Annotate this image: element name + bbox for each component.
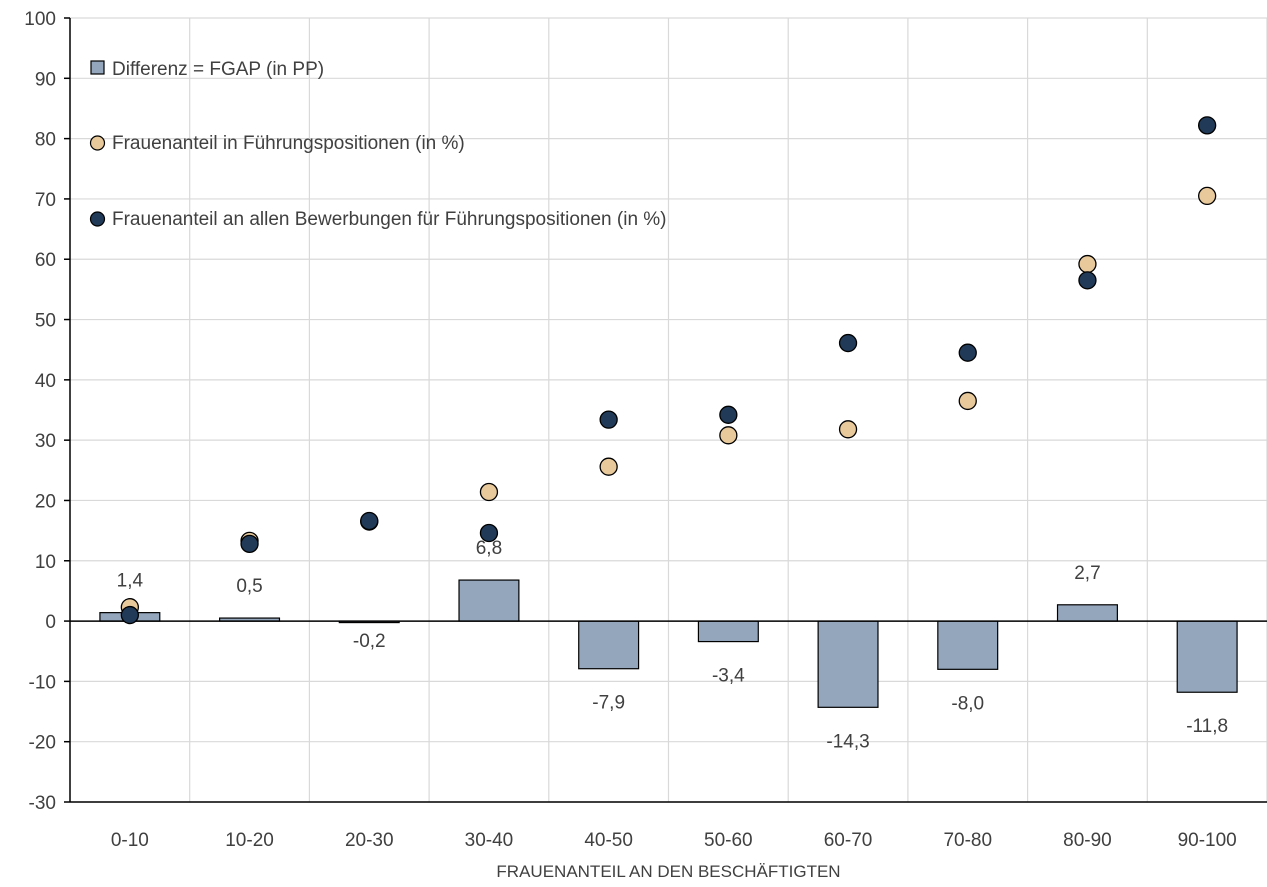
point-fuehrung [719, 426, 738, 445]
y-tick-label: 30 [35, 431, 56, 452]
x-tick-label: 20-30 [345, 830, 394, 851]
y-tick-label: 20 [35, 491, 56, 512]
legend-swatch-point [89, 135, 106, 151]
x-tick-label: 10-20 [225, 830, 274, 851]
bar-value-label: 2,7 [1074, 563, 1100, 584]
y-tick-label: 10 [35, 552, 56, 573]
bar-value-labels: 1,4 0,5 -0,2 6,8 -7,9 -3,4 -14,3 -8,0 2,7 -11,8 [117, 538, 1228, 752]
point-bewerbung [479, 523, 499, 543]
x-tick-label: 40-50 [584, 830, 633, 851]
point-bewerbung [958, 343, 977, 362]
x-tick-label: 60-70 [824, 830, 873, 851]
point-fuehrung [958, 391, 977, 411]
point-bewerbung [719, 405, 738, 424]
point-fuehrung [1198, 186, 1217, 206]
y-tick-label: 50 [35, 311, 56, 332]
bar-value-label: -11,8 [1186, 716, 1228, 737]
point-bewerbung [1078, 271, 1097, 290]
point-fuehrung [599, 457, 618, 476]
scatter-series [120, 116, 1217, 625]
legend: Differenz = FGAP (in PP) Frauenanteil in … [89, 59, 667, 230]
gridlines [70, 17, 1267, 803]
legend-label: Frauenanteil in Führungspositionen (in %… [112, 133, 465, 154]
y-axis: -30 -20 -10 0 10 20 30 40 50 60 70 80 90 100 [24, 9, 71, 814]
bar-value-label: 6,8 [476, 538, 502, 559]
legend-label: Differenz = FGAP (in PP) [112, 59, 324, 80]
y-tick-label: 40 [35, 371, 56, 392]
x-tick-label: 50-60 [704, 830, 753, 851]
legend-label: Frauenanteil an allen Bewerbungen für Fü… [112, 209, 667, 230]
y-tick-label: -10 [29, 672, 56, 693]
point-fuehrung [1078, 254, 1097, 274]
point-fuehrung [838, 420, 858, 439]
y-tick-label: 80 [35, 130, 56, 151]
x-axis-title: FRAUENANTEIL AN DEN BESCHÄFTIGTEN [496, 862, 840, 881]
point-bewerbung [838, 333, 858, 353]
bar [458, 579, 520, 622]
point-fuehrung [479, 482, 499, 502]
bar-value-label: -8,0 [951, 693, 984, 714]
x-tick-label: 0-10 [111, 830, 149, 851]
x-tick-label: 70-80 [943, 830, 992, 851]
y-tick-label: 0 [45, 612, 56, 633]
bar [937, 620, 999, 670]
bar-value-label: -14,3 [826, 731, 869, 752]
x-tick-label: 30-40 [465, 830, 514, 851]
y-tick-label: 90 [35, 69, 56, 90]
point-bewerbung [1198, 116, 1217, 135]
bar-value-label: -3,4 [712, 666, 745, 687]
bar [578, 620, 640, 670]
point-bewerbung [599, 410, 618, 429]
y-tick-label: 60 [35, 250, 56, 271]
bar [1056, 604, 1118, 622]
x-tick-label: 80-90 [1063, 830, 1112, 851]
legend-swatch-bar [90, 60, 105, 75]
y-tick-label: -30 [29, 793, 56, 814]
y-tick-label: 70 [35, 190, 56, 211]
bar-value-label: -0,2 [353, 631, 386, 652]
bar-value-label: 1,4 [117, 571, 144, 592]
y-tick-label: -20 [29, 733, 56, 754]
point-bewerbung [120, 605, 140, 625]
point-bewerbung [360, 511, 379, 531]
bar-value-label: -7,9 [592, 693, 625, 714]
legend-swatch-point [89, 211, 106, 227]
x-axis: 0-10 10-20 20-30 30-40 40-50 50-60 60-70 70-80 8… [70, 801, 1267, 851]
bar [817, 620, 879, 708]
point-bewerbung [240, 534, 259, 554]
x-tick-label: 90-100 [1178, 830, 1237, 851]
y-tick-label: 100 [24, 9, 56, 30]
bar [1176, 620, 1238, 693]
bar [697, 620, 759, 643]
bar-series [99, 579, 1238, 708]
bar-value-label: 0,5 [236, 576, 262, 597]
